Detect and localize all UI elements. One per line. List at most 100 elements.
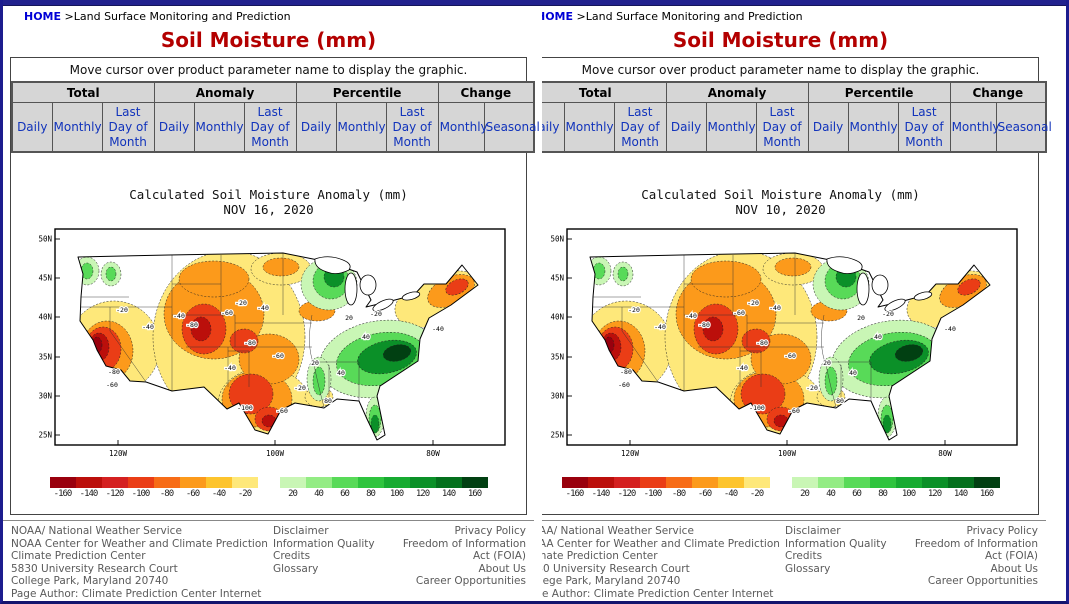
colorbar-tick-label: 80 xyxy=(366,489,376,499)
colorbar-labels: -160 -140 -120 -100 -80 -60 -40 -20 20 40 60 80 100 1… xyxy=(50,489,488,499)
top-navy-bar xyxy=(3,0,1066,6)
colorbar-tick-label: 100 xyxy=(389,489,404,499)
colorbar-swatch xyxy=(717,477,744,488)
colorbar-swatch xyxy=(153,477,180,488)
nav-percentile-lastday[interactable]: Last Day of Month xyxy=(385,102,439,153)
map-title: Calculated Soil Moisture Anomaly (mm) xyxy=(129,187,408,202)
footer-address-line: NOAA Center for Weather and Climate Pred… xyxy=(11,537,268,550)
soil-moisture-anomaly-map xyxy=(542,219,1031,477)
footer-link[interactable]: Information Quality xyxy=(273,537,375,550)
colorbar-swatch xyxy=(869,477,896,488)
nav-change-monthly[interactable]: Monthly xyxy=(949,102,1000,153)
footer-link[interactable]: Credits xyxy=(273,550,311,562)
colorbar-swatch xyxy=(561,477,588,488)
colorbar-swatch xyxy=(973,477,1000,488)
nav-total-daily[interactable]: Daily xyxy=(11,102,53,153)
colorbar-gap xyxy=(258,489,280,499)
instruction-text: Move cursor over product parameter name … xyxy=(69,63,468,77)
colorbar-tick-label: 120 xyxy=(927,489,942,499)
footer-link[interactable]: Credits xyxy=(785,550,823,562)
colorbar-gap xyxy=(770,489,792,499)
footer-link[interactable]: Glossary xyxy=(273,562,319,575)
nav-anomaly-lastday[interactable]: Last Day of Month xyxy=(243,102,297,153)
nav-total-daily[interactable]: Daily xyxy=(542,102,565,153)
colorbar-tick-label: 20 xyxy=(288,489,298,499)
map-date: NOV 16, 2020 xyxy=(223,202,314,217)
colorbar-swatch xyxy=(179,477,206,488)
group-header-percentile: Percentile xyxy=(295,81,439,103)
content-box: Move cursor over product parameter name … xyxy=(10,57,540,515)
map-graphic-area: Calculated Soil Moisture Anomaly (mm) NO… xyxy=(542,187,1038,499)
home-link[interactable]: HOME xyxy=(24,10,62,23)
colorbar-swatch xyxy=(639,477,666,488)
footer-link[interactable]: Freedom of Information Act (FOIA) xyxy=(914,537,1038,563)
footer-link[interactable]: Career Opportunities xyxy=(927,575,1038,587)
nav-change-seasonal[interactable]: Seasonal xyxy=(483,102,540,153)
nav-total-monthly[interactable]: Monthly xyxy=(51,102,103,153)
nav-total-lastday[interactable]: Last Day of Month xyxy=(101,102,155,153)
colorbar-swatch xyxy=(357,477,384,488)
colorbar-swatch xyxy=(817,477,844,488)
footer-address-line: 5830 University Research Court xyxy=(542,562,690,575)
footer-link[interactable]: Career Opportunities xyxy=(415,575,526,587)
colorbar-tick-label: 100 xyxy=(901,489,916,499)
nav-change-monthly[interactable]: Monthly xyxy=(437,102,488,153)
colorbar-tick-label: -120 xyxy=(105,489,125,499)
colorbar-tick-label: -100 xyxy=(643,489,663,499)
group-header-total: Total xyxy=(542,81,667,103)
colorbar-tick-label: -100 xyxy=(131,489,151,499)
colorbar-legend: -160 -140 -120 -100 -80 -60 -40 -20 20 40 60 80 100 1… xyxy=(561,477,1000,499)
home-link[interactable]: HOME xyxy=(542,10,574,23)
colorbar-tick-label: 40 xyxy=(826,489,836,499)
breadcrumb-path: >Land Surface Monitoring and Prediction xyxy=(61,10,291,23)
colorbar-tick-label: 140 xyxy=(953,489,968,499)
colorbar-cells xyxy=(561,477,1000,488)
nav-total-lastday[interactable]: Last Day of Month xyxy=(613,102,667,153)
footer-link[interactable]: Privacy Policy xyxy=(966,525,1038,537)
footer-address-line: NOAA Center for Weather and Climate Pred… xyxy=(542,537,780,550)
colorbar-labels: -160 -140 -120 -100 -80 -60 -40 -20 20 40 60 80 100 1… xyxy=(562,489,1000,499)
colorbar-swatch xyxy=(101,477,128,488)
nav-anomaly-lastday[interactable]: Last Day of Month xyxy=(755,102,809,153)
footer-link[interactable]: Glossary xyxy=(785,562,831,575)
footer-address-line: NOAA/ National Weather Service xyxy=(11,525,182,537)
nav-percentile-monthly[interactable]: Monthly xyxy=(847,102,899,153)
colorbar-tick-label: 80 xyxy=(878,489,888,499)
footer-divider xyxy=(542,520,1046,521)
nav-change-seasonal[interactable]: Seasonal xyxy=(995,102,1052,153)
footer-link[interactable]: Disclaimer xyxy=(785,525,841,537)
nav-total-monthly[interactable]: Monthly xyxy=(563,102,615,153)
footer-link[interactable]: About Us xyxy=(990,562,1038,575)
product-nav-table: Total Anomaly Percentile Change Daily Mo… xyxy=(542,81,1052,153)
footer-link[interactable]: Information Quality xyxy=(785,537,887,550)
breadcrumb: HOME >Land Surface Monitoring and Predic… xyxy=(3,6,534,25)
nav-percentile-monthly[interactable]: Monthly xyxy=(335,102,387,153)
nav-percentile-lastday[interactable]: Last Day of Month xyxy=(897,102,951,153)
colorbar-swatch xyxy=(947,477,974,488)
footer-address-line: Climate Prediction Center xyxy=(542,550,658,562)
footer-link[interactable]: Disclaimer xyxy=(273,525,329,537)
colorbar-legend: -160 -140 -120 -100 -80 -60 -40 -20 20 40 60 80 100 1… xyxy=(49,477,488,499)
colorbar-swatch xyxy=(791,477,818,488)
nav-percentile-daily[interactable]: Daily xyxy=(295,102,337,153)
footer-link[interactable]: Freedom of Information Act (FOIA) xyxy=(402,537,526,563)
footer-info-links: Disclaimer Information Quality Credits Glos… xyxy=(785,525,907,601)
colorbar-tick-label: 60 xyxy=(340,489,350,499)
page-panel-right: HOME >Land Surface Monitoring and Predic… xyxy=(542,6,1052,601)
nav-anomaly-daily[interactable]: Daily xyxy=(153,102,195,153)
group-header-change: Change xyxy=(949,81,1047,103)
nav-percentile-daily[interactable]: Daily xyxy=(807,102,849,153)
colorbar-swatch xyxy=(279,477,306,488)
footer-address-line: Climate Prediction Center xyxy=(11,550,146,562)
footer-link[interactable]: Privacy Policy xyxy=(454,525,526,537)
nav-anomaly-daily[interactable]: Daily xyxy=(665,102,707,153)
colorbar-swatch xyxy=(75,477,102,488)
colorbar-tick-label: 160 xyxy=(467,489,482,499)
colorbar-tick-label: 120 xyxy=(415,489,430,499)
nav-anomaly-monthly[interactable]: Monthly xyxy=(705,102,757,153)
page-panel-left: HOME >Land Surface Monitoring and Predic… xyxy=(3,6,540,601)
nav-anomaly-monthly[interactable]: Monthly xyxy=(193,102,245,153)
footer-address-line: College Park, Maryland 20740 xyxy=(542,575,681,587)
footer-link[interactable]: About Us xyxy=(478,562,526,575)
